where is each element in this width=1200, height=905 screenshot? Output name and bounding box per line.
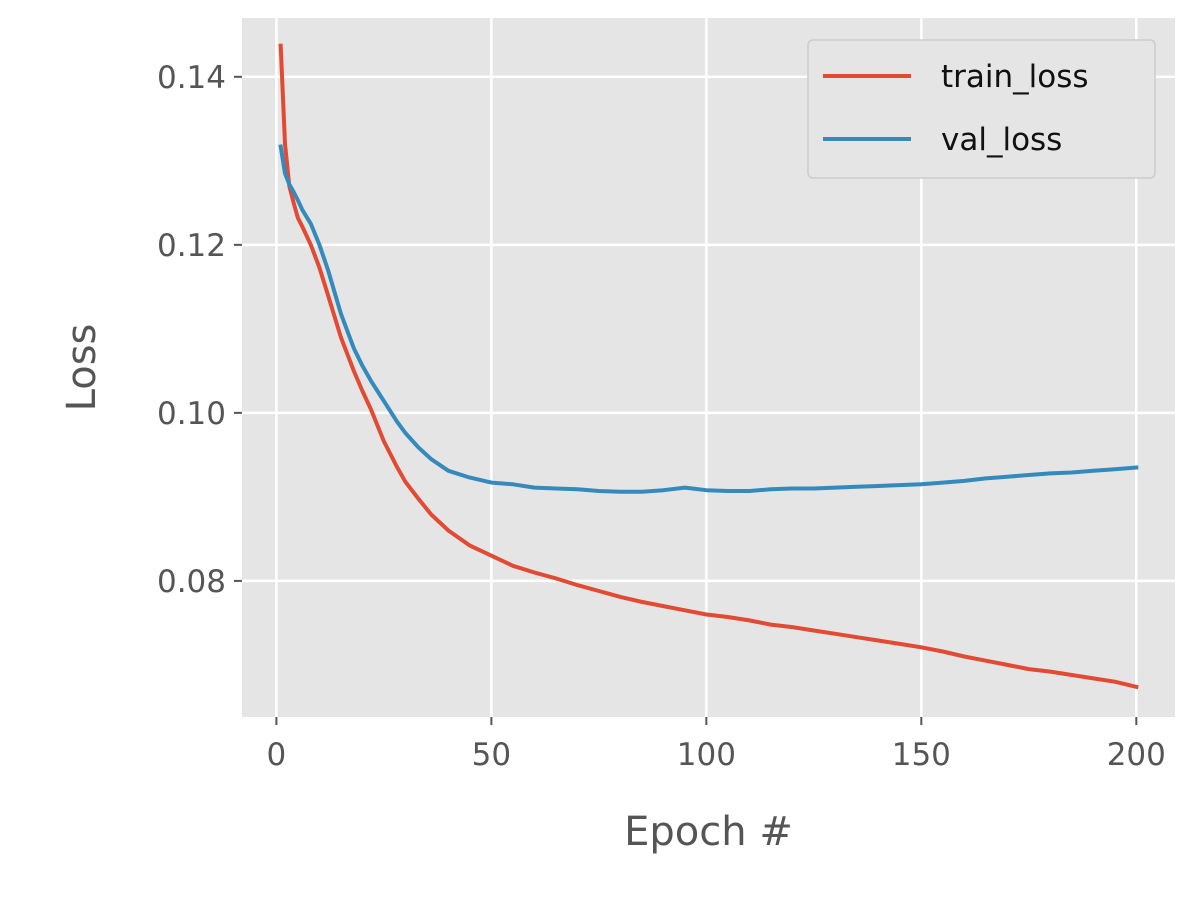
y-ticks: 0.08 0.10 0.12 0.14 — [157, 60, 242, 600]
legend: train_loss val_loss — [807, 39, 1156, 179]
x-tick-label: 50 — [472, 737, 511, 773]
series-line-val-loss — [278, 144, 1139, 494]
y-tick-label: 0.08 — [157, 564, 226, 600]
legend-label-train-loss: train_loss — [941, 59, 1089, 95]
x-tick-label: 200 — [1107, 737, 1166, 773]
series-line-train-loss — [278, 43, 1139, 690]
x-tick-label: 0 — [267, 737, 287, 773]
x-tick-label: 150 — [892, 737, 951, 773]
legend-label-val-loss: val_loss — [941, 122, 1062, 158]
x-tick-label: 100 — [677, 737, 736, 773]
y-tick-label: 0.12 — [157, 228, 226, 264]
y-axis-label: Loss — [59, 324, 105, 412]
x-axis-label: Epoch # — [624, 809, 793, 855]
series-lines — [278, 43, 1139, 690]
x-ticks: 0 50 100 150 200 — [267, 717, 1166, 773]
y-tick-label: 0.14 — [157, 60, 226, 96]
y-tick-label: 0.10 — [157, 396, 226, 432]
